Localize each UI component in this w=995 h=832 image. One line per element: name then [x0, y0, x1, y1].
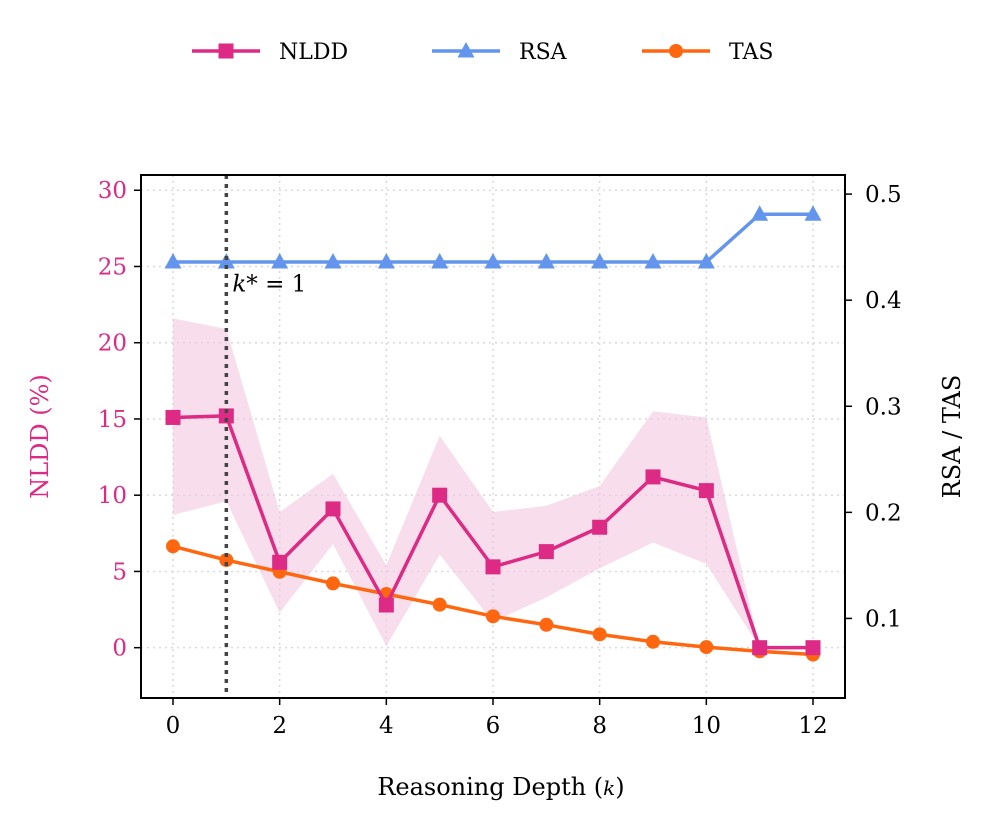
x-tick-label: 0 — [166, 713, 181, 739]
nldd-point — [485, 559, 501, 575]
tas-point — [699, 640, 714, 655]
nldd-point — [698, 483, 714, 499]
y-axis-right-label: RSA / TAS — [938, 375, 966, 499]
axis-ticks: 0 2 4 6 8 10 12 0 5 10 15 20 25 30 0.1 0.2 0.3 0.4 0.5 — [98, 178, 902, 739]
nldd-point — [378, 597, 394, 613]
tas-point — [326, 576, 340, 591]
rsa-point — [217, 252, 235, 269]
k-star-label-variable: k — [232, 271, 246, 297]
y-axis-left-label: NLDD (%) — [26, 374, 54, 499]
nldd-point — [165, 409, 181, 425]
rsa-point — [377, 252, 395, 269]
legend: NLDD RSA TAS — [192, 40, 773, 65]
y-left-tick-label: 10 — [98, 483, 127, 509]
legend-swatch-marker — [457, 42, 475, 58]
legend-label: RSA — [519, 40, 568, 65]
nldd-point — [538, 544, 554, 560]
x-tick-label: 12 — [798, 713, 827, 739]
tas-point — [539, 617, 554, 632]
rsa-point — [164, 252, 182, 269]
y-right-tick-label: 0.1 — [865, 606, 902, 632]
y-left-tick-label: 30 — [98, 178, 127, 204]
nldd-point — [645, 469, 661, 485]
nldd-point — [592, 519, 608, 535]
legend-label: TAS — [729, 40, 773, 65]
rsa-point — [804, 205, 822, 221]
rsa-point — [644, 252, 662, 269]
rsa-point — [484, 252, 502, 269]
y-left-tick-label: 25 — [98, 254, 127, 280]
y-right-tick-label: 0.2 — [865, 500, 902, 526]
legend-item-rsa: RSA — [432, 40, 568, 65]
nldd-point — [325, 501, 341, 517]
tas-point — [219, 553, 234, 568]
y-left-tick-label: 20 — [98, 331, 127, 357]
x-axis-label-suffix: ) — [615, 773, 624, 801]
x-tick-label: 2 — [272, 713, 287, 739]
tas-point — [646, 634, 660, 649]
y-right-tick-label: 0.4 — [865, 288, 902, 314]
rsa-series — [164, 205, 822, 269]
tas-point — [432, 597, 447, 612]
x-tick-label: 8 — [592, 713, 607, 739]
x-axis-label-prefix: Reasoning Depth ( — [377, 773, 603, 801]
legend-item-nldd: NLDD — [192, 40, 348, 65]
x-tick-label: 6 — [486, 713, 501, 739]
rsa-point — [751, 205, 769, 221]
legend-swatch-marker — [218, 43, 234, 59]
tas-point — [486, 609, 500, 624]
legend-label: NLDD — [279, 40, 348, 65]
annotation-layer: k* = 1 — [224, 175, 306, 698]
nldd-point — [432, 487, 448, 503]
k-star-label: k* = 1 — [232, 271, 306, 297]
legend-item-tas: TAS — [642, 40, 773, 65]
x-axis-label-variable: k — [603, 776, 615, 800]
series-layer — [164, 205, 822, 662]
nldd-point — [805, 640, 821, 656]
y-left-tick-label: 0 — [112, 636, 127, 662]
nldd-point — [218, 408, 234, 424]
tas-point — [592, 627, 607, 642]
tas-point — [166, 539, 180, 554]
x-axis-label: Reasoning Depth (k) — [377, 773, 624, 801]
rsa-point — [591, 252, 609, 269]
legend-swatch-marker — [669, 44, 683, 58]
rsa-point — [697, 252, 715, 269]
rsa-point — [431, 252, 449, 269]
y-right-tick-label: 0.5 — [865, 182, 902, 208]
rsa-point — [324, 252, 342, 269]
nldd-point — [272, 554, 288, 570]
y-left-tick-label: 5 — [112, 559, 127, 585]
y-left-tick-label: 15 — [98, 407, 127, 433]
x-tick-label: 4 — [379, 713, 394, 739]
nldd-series — [165, 408, 821, 656]
x-tick-label: 10 — [692, 713, 721, 739]
k-star-label-value: * = 1 — [246, 271, 306, 297]
y-right-tick-label: 0.3 — [865, 394, 902, 420]
nldd-point — [752, 640, 768, 656]
rsa-point — [271, 252, 289, 269]
rsa-point — [537, 252, 555, 269]
